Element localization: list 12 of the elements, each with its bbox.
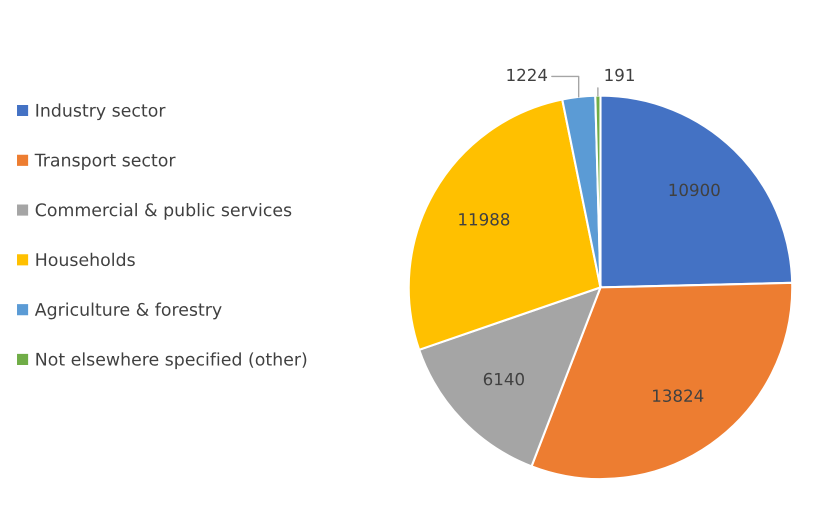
legend-label: Transport sector xyxy=(34,154,176,170)
data-label: 6140 xyxy=(484,372,524,386)
data-label: 13824 xyxy=(653,389,704,402)
data-label: 10900 xyxy=(670,184,720,196)
data-label: 191 xyxy=(605,68,634,82)
legend-label: Commercial & public services xyxy=(36,202,292,220)
data-label: 1224 xyxy=(507,68,548,82)
legend-label: Households xyxy=(36,252,135,266)
legend-label: Industry sector xyxy=(36,103,166,120)
data-label: 11988 xyxy=(459,213,510,226)
legend-label: Agriculture & forestry xyxy=(34,302,222,320)
legend-label: Not elsewhere specified (other) xyxy=(36,352,306,370)
